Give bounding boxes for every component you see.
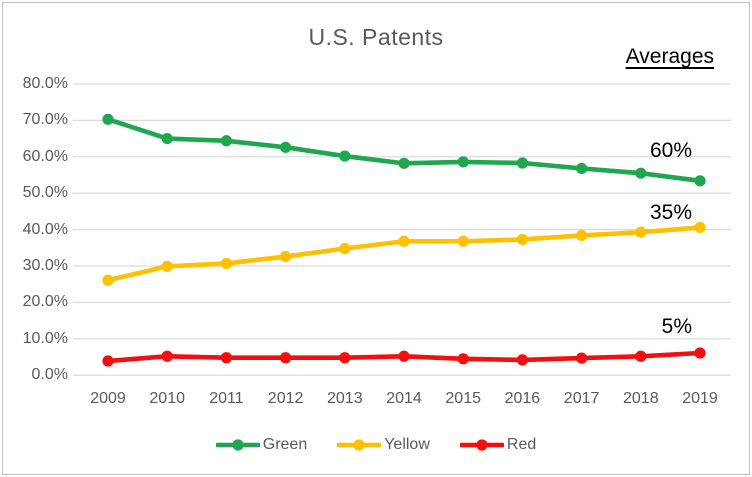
y-axis-label: 10.0% bbox=[22, 329, 68, 347]
x-axis-label: 2013 bbox=[327, 390, 363, 407]
green-series-marker bbox=[694, 175, 706, 187]
chart-title: U.S. Patents bbox=[308, 24, 444, 50]
yellow-series-marker bbox=[339, 242, 351, 255]
green-series-line bbox=[105, 117, 703, 184]
average-annotation-green: 60% bbox=[649, 139, 692, 162]
green-series-marker bbox=[516, 157, 529, 169]
red-series-marker bbox=[161, 350, 173, 362]
legend-dot bbox=[476, 439, 488, 451]
y-axis-label: 0.0% bbox=[31, 366, 68, 384]
yellow-series-line bbox=[105, 225, 703, 283]
x-axis-label: 2011 bbox=[209, 390, 244, 407]
yellow-series-marker bbox=[280, 250, 292, 263]
red-series-marker bbox=[102, 355, 114, 367]
x-axis-label: 2009 bbox=[90, 390, 126, 407]
x-axis-label: 2019 bbox=[682, 390, 718, 407]
average-annotation-yellow: 35% bbox=[649, 201, 692, 224]
x-axis-label: 2016 bbox=[504, 390, 541, 407]
yellow-series-marker bbox=[398, 235, 410, 247]
y-axis-label: 20.0% bbox=[22, 293, 68, 311]
yellow-series-marker bbox=[694, 221, 706, 234]
x-axis-label: 2018 bbox=[623, 390, 659, 407]
yellow-series-marker bbox=[457, 235, 469, 247]
red-series-marker bbox=[339, 352, 351, 364]
yellow-series-marker bbox=[102, 274, 114, 286]
red-series-marker bbox=[220, 352, 232, 364]
green-series-marker bbox=[102, 113, 114, 125]
legend-item-red: Red bbox=[459, 436, 537, 454]
red-series-marker bbox=[576, 352, 588, 364]
yellow-series-marker bbox=[161, 260, 173, 272]
y-axis-label: 40.0% bbox=[22, 220, 68, 238]
legend-swatch-red-icon bbox=[459, 439, 504, 451]
x-axis-label: 2010 bbox=[149, 390, 185, 407]
yellow-series-marker bbox=[220, 257, 232, 270]
legend-item-yellow: Yellow bbox=[337, 436, 430, 454]
x-axis-label: 2015 bbox=[445, 390, 481, 407]
red-series-marker bbox=[516, 354, 529, 366]
green-series-marker bbox=[161, 133, 173, 145]
yellow-series-marker bbox=[516, 233, 529, 246]
y-axis-label: 50.0% bbox=[22, 184, 68, 202]
legend-label: Yellow bbox=[384, 436, 430, 453]
averages-header: Averages bbox=[625, 45, 714, 68]
red-series-marker bbox=[280, 352, 292, 364]
legend-swatch-yellow-icon bbox=[337, 439, 382, 451]
green-series-marker bbox=[576, 162, 588, 175]
green-series-marker bbox=[220, 135, 232, 147]
yellow-series-marker bbox=[576, 229, 588, 242]
red-series-marker bbox=[635, 350, 647, 362]
average-annotation-red: 5% bbox=[661, 315, 692, 338]
y-axis-label: 30.0% bbox=[22, 257, 68, 274]
y-axis-label: 70.0% bbox=[22, 111, 68, 129]
chart-legend: Green Yellow Red bbox=[0, 436, 752, 454]
red-series-marker bbox=[457, 353, 469, 365]
y-axis-label: 60.0% bbox=[22, 147, 68, 165]
green-series-marker bbox=[398, 157, 410, 169]
legend-dot bbox=[353, 439, 365, 451]
legend-label: Red bbox=[506, 436, 537, 453]
green-series-marker bbox=[280, 141, 292, 153]
green-series-marker bbox=[457, 156, 469, 168]
legend-swatch-green-icon bbox=[215, 439, 260, 451]
green-series-marker bbox=[635, 167, 647, 179]
x-axis-label: 2017 bbox=[563, 390, 600, 407]
x-axis-label: 2012 bbox=[267, 390, 304, 407]
legend-dot bbox=[232, 439, 244, 451]
legend-label: Green bbox=[262, 436, 308, 453]
red-series-marker bbox=[398, 350, 410, 362]
legend-item-green: Green bbox=[215, 436, 308, 454]
red-series-marker bbox=[694, 347, 706, 359]
yellow-series-marker bbox=[635, 226, 647, 238]
green-series-marker bbox=[339, 150, 351, 162]
x-axis-label: 2014 bbox=[386, 390, 422, 407]
y-axis-label: 80.0% bbox=[22, 75, 68, 92]
